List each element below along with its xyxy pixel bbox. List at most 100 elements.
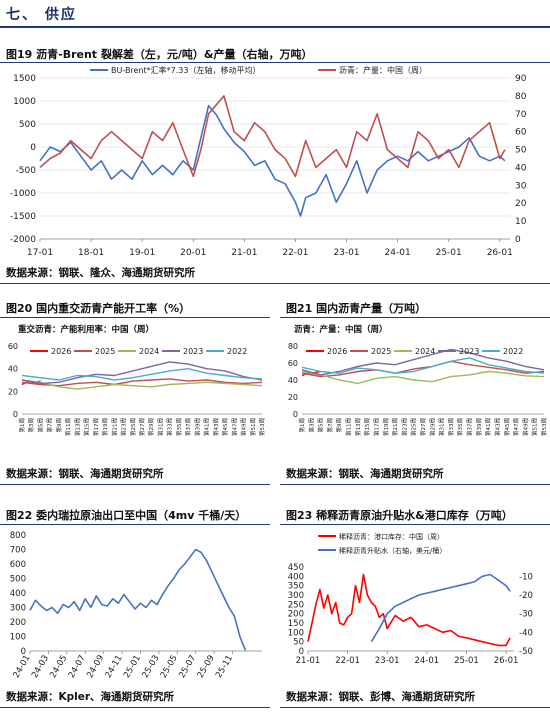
c21-xtick-label: 第39周 — [475, 418, 483, 436]
c20-xtick-label: 第43周 — [212, 418, 220, 436]
c19-xtick-label: 24-01 — [385, 248, 411, 258]
c21-xtick-label: 第27周 — [419, 418, 427, 436]
c21-xtick-label: 第29周 — [428, 418, 436, 436]
fig21-title: 图21 国内沥青产量（万吨） — [286, 302, 427, 315]
c20-series-line-4 — [21, 368, 263, 381]
c20-ytick-label: 60 — [8, 342, 18, 351]
fig19-chart: -2000 -1500 -1000 -500 0 500 1000 1500 0 10 20 30 40… — [10, 65, 527, 258]
c20-xtick-label: 第23周 — [120, 418, 128, 436]
c20-xtick-label: 第53周 — [258, 418, 266, 436]
c19-xtick-label: 22-01 — [282, 248, 308, 258]
c19-ytick-right-label: 50 — [515, 146, 527, 156]
c19-xtick-label: 23-01 — [333, 248, 359, 258]
c19-xtick-label: 17-01 — [27, 248, 53, 258]
c21-xtick-label: 第35周 — [456, 418, 464, 436]
c20-series-line-1 — [21, 378, 263, 387]
c20-xtick-label: 第45周 — [221, 418, 229, 436]
c22-ytick-label: 200 — [10, 618, 26, 628]
c20-xtick-label: 第21周 — [110, 418, 118, 436]
fig21-title-rule — [280, 317, 550, 318]
c21-series-line-2 — [301, 370, 545, 385]
c19-series-line-0 — [39, 104, 506, 217]
c20-ytick-label: 40 — [8, 365, 18, 374]
c19-legend-label-1: 沥青：产量：中国（周） — [339, 65, 427, 75]
c20-series-line-2 — [21, 379, 263, 390]
c23-xtick-label: 22-01 — [335, 656, 360, 666]
section-title: 七、 供应 — [6, 7, 77, 23]
c23-legend-label-0: 稀释沥青：港口库存：中国（周） — [339, 532, 444, 541]
c21-xtick-label: 第5周 — [317, 418, 325, 433]
c19-ytick-right-label: 90 — [515, 74, 527, 84]
c19-ytick-label: 0 — [30, 143, 36, 153]
c23-xtick-label: 25-01 — [454, 656, 479, 666]
c19-xtick-label: 25-01 — [436, 248, 462, 258]
fig19-source-rule — [0, 283, 550, 284]
c20-xtick-label: 第37周 — [184, 418, 192, 436]
c19-ytick-right-label: 30 — [515, 181, 527, 191]
c22-ytick-label: 500 — [10, 575, 26, 585]
c21-xtick-label: 第15周 — [363, 418, 371, 436]
c19-xtick-label: 18-01 — [78, 248, 104, 258]
c23-ytick-label: 200 — [288, 610, 304, 620]
c19-ytick-label: 1500 — [13, 74, 36, 84]
c21-xtick-label: 第19周 — [382, 418, 390, 436]
c22-series-line-0 — [29, 548, 247, 651]
c19-ytick-right-label: 70 — [515, 110, 527, 120]
c21-legend-label-2: 2024 — [415, 347, 435, 356]
c23-ytick-label: 350 — [288, 582, 304, 592]
c23-series-line-1 — [370, 573, 511, 643]
fig22-title: 图22 委内瑞拉原油出口至中国（4mv 千桶/天） — [6, 509, 247, 522]
c21-xtick-label: 第23周 — [400, 418, 408, 436]
fig20-source-rule — [0, 484, 270, 485]
c23-legend-label-1: 稀释沥青升贴水（右轴，美元/桶） — [339, 546, 446, 555]
fig19-title: 图19 沥青-Brent 裂解差（左，元/吨）&产量（右轴，万吨） — [6, 48, 313, 61]
c21-ytick-label: 80 — [288, 342, 298, 351]
fig20-title-rule — [0, 317, 270, 318]
c21-xtick-label: 第41周 — [484, 418, 492, 436]
c21-legend-label-4: 2022 — [503, 347, 523, 356]
c20-xtick-label: 第13周 — [73, 418, 81, 436]
section-rule — [0, 26, 550, 28]
c20-xtick-label: 第5周 — [36, 418, 44, 433]
c20-xtick-label: 第51周 — [249, 418, 257, 436]
c20-xtick-label: 第7周 — [46, 418, 54, 433]
c21-xtick-label: 第53周 — [540, 418, 548, 436]
c22-xtick-label: 25-11 — [214, 654, 235, 680]
fig23-title: 图23 稀释沥青原油升贴水&港口库存（万吨） — [286, 509, 513, 522]
c23-series-line-0 — [307, 573, 511, 647]
c23-ytick-right-label: -50 — [519, 647, 533, 657]
c20-plot: 0 20 40 60 第1周 第3周 第5周 第7周 第9周 第11周 第13周 第15周 第17周 第1… — [8, 324, 266, 436]
fig23-source-rule — [280, 707, 550, 708]
c21-ytick-label: 40 — [288, 376, 298, 385]
c19-ytick-right-label: 10 — [515, 217, 527, 227]
c19-plot: -2000 -1500 -1000 -500 0 500 1000 1500 0 10 20 30 40… — [10, 65, 527, 258]
c23-xtick-label: 23-01 — [375, 656, 400, 666]
c20-legend-label-3: 2023 — [183, 347, 203, 356]
c19-xtick-label: 26-01 — [487, 248, 513, 258]
c20-xtick-label: 第1周 — [18, 418, 26, 433]
c20-legend-label-1: 2025 — [95, 347, 115, 356]
fig23-source: 数据来源：钢联、彭博、海通期货研究所 — [286, 691, 475, 703]
fig21-source-rule — [280, 484, 550, 485]
c19-ytick-right-label: 0 — [515, 235, 521, 245]
fig19-source: 数据来源：钢联、隆众、海通期货研究所 — [6, 267, 195, 279]
c19-ytick-right-label: 60 — [515, 128, 527, 138]
c21-xtick-label: 第11周 — [345, 418, 353, 436]
c20-chart-title: 重交沥青：产能利用率：中国（周） — [18, 324, 154, 335]
c23-ytick-label: 250 — [288, 600, 304, 610]
c19-xtick-label: 19-01 — [129, 248, 155, 258]
c23-ytick-label: 100 — [288, 628, 304, 638]
c20-xtick-label: 第15周 — [83, 418, 91, 436]
c22-ytick-label: 0 — [21, 647, 26, 657]
c19-ytick-label: -500 — [16, 166, 37, 176]
c19-ytick-label: 1000 — [13, 97, 36, 107]
c20-xtick-label: 第31周 — [156, 418, 164, 436]
c19-ytick-label: 500 — [19, 120, 36, 130]
fig19-title-rule — [0, 62, 550, 63]
c20-xtick-label: 第25周 — [129, 418, 137, 436]
c21-series-line-4 — [301, 357, 545, 374]
c20-ytick-label: 20 — [8, 387, 18, 396]
c19-legend-label-0: BU-Brent*汇率*7.33（左轴，移动平均） — [111, 65, 261, 75]
